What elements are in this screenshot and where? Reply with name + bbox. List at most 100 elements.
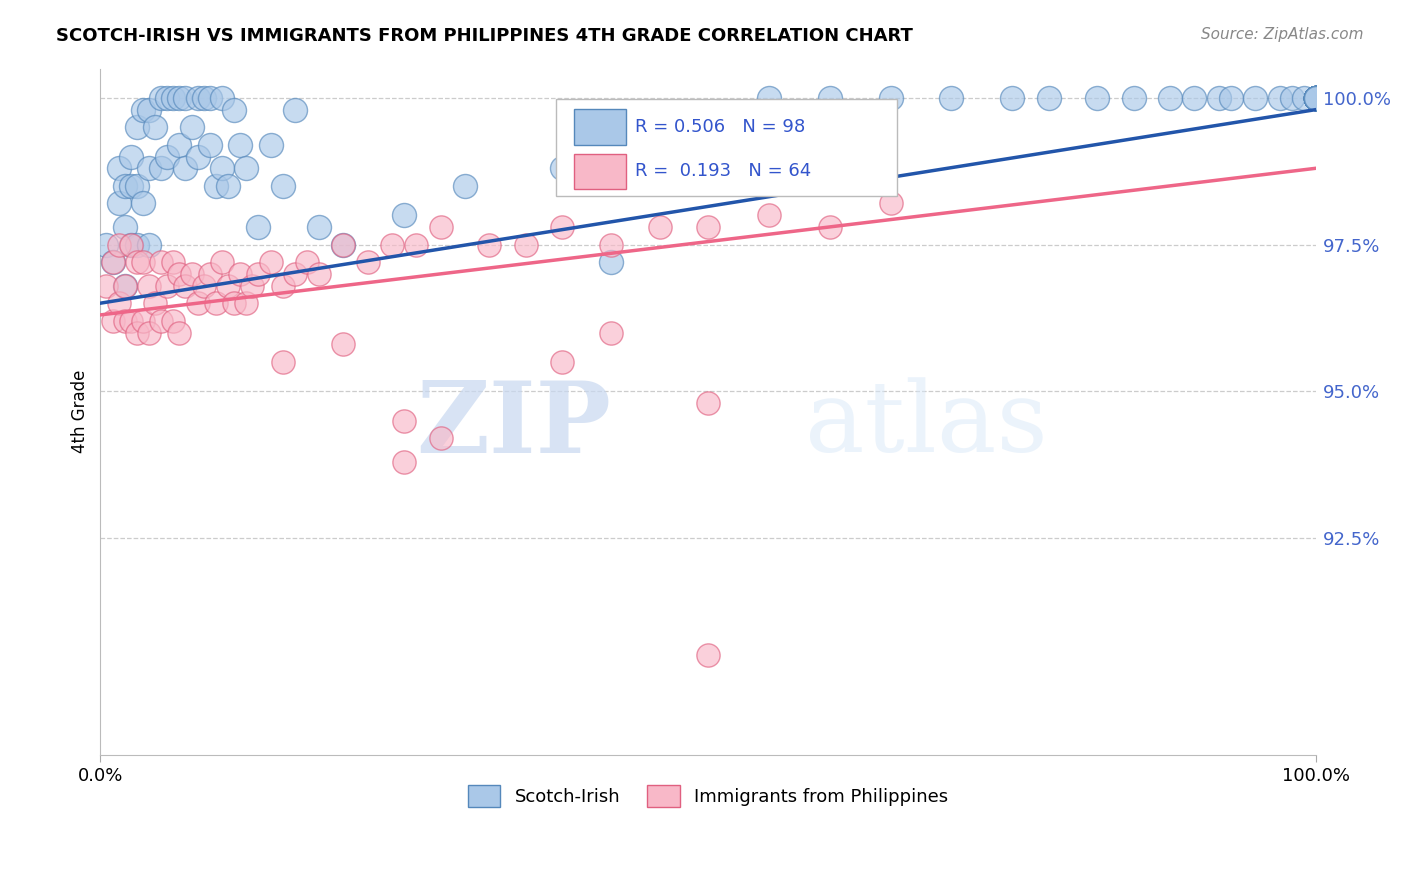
Point: [125, 326, 148, 340]
Text: R = 0.506   N = 98: R = 0.506 N = 98: [636, 118, 806, 136]
Point: [198, 267, 221, 281]
Point: [879, 91, 901, 105]
Point: [1305, 91, 1327, 105]
Point: [1305, 91, 1327, 105]
Point: [132, 314, 155, 328]
Point: [454, 178, 477, 193]
Point: [156, 91, 179, 105]
Point: [1305, 91, 1327, 105]
Legend: Scotch-Irish, Immigrants from Philippines: Scotch-Irish, Immigrants from Philippine…: [461, 778, 956, 814]
Point: [1305, 91, 1327, 105]
Point: [125, 237, 148, 252]
Text: R =  0.193   N = 64: R = 0.193 N = 64: [636, 162, 811, 180]
Point: [143, 120, 166, 135]
Point: [114, 278, 136, 293]
Point: [1305, 91, 1327, 105]
Point: [259, 255, 281, 269]
Point: [648, 219, 671, 234]
Point: [162, 314, 184, 328]
Point: [198, 91, 221, 105]
Point: [107, 237, 129, 252]
Point: [120, 178, 142, 193]
FancyBboxPatch shape: [557, 99, 897, 195]
Point: [125, 120, 148, 135]
Point: [1220, 91, 1243, 105]
Point: [180, 267, 202, 281]
Point: [394, 208, 416, 222]
Point: [229, 267, 252, 281]
Point: [187, 91, 209, 105]
Point: [1122, 91, 1144, 105]
Point: [222, 296, 245, 310]
Point: [259, 137, 281, 152]
Point: [107, 296, 129, 310]
Point: [217, 278, 239, 293]
Point: [1305, 91, 1327, 105]
Point: [120, 237, 142, 252]
Point: [394, 413, 416, 427]
Point: [879, 196, 901, 211]
Point: [1292, 91, 1315, 105]
Point: [138, 237, 160, 252]
Point: [1305, 91, 1327, 105]
Point: [138, 161, 160, 176]
Point: [284, 103, 307, 117]
Point: [114, 278, 136, 293]
Point: [125, 178, 148, 193]
Point: [211, 255, 233, 269]
Point: [101, 255, 124, 269]
Point: [308, 219, 330, 234]
Point: [114, 219, 136, 234]
Point: [125, 255, 148, 269]
Point: [1305, 91, 1327, 105]
Point: [1305, 91, 1327, 105]
Point: [107, 196, 129, 211]
Text: Source: ZipAtlas.com: Source: ZipAtlas.com: [1201, 27, 1364, 42]
Point: [143, 296, 166, 310]
Point: [1038, 91, 1060, 105]
Point: [1305, 91, 1327, 105]
Point: [1184, 91, 1206, 105]
Point: [1085, 91, 1108, 105]
Point: [96, 237, 118, 252]
Point: [1001, 91, 1024, 105]
Point: [101, 255, 124, 269]
Point: [1305, 91, 1327, 105]
Point: [600, 326, 623, 340]
Point: [1305, 91, 1327, 105]
Point: [1159, 91, 1181, 105]
Point: [107, 161, 129, 176]
Point: [1305, 91, 1327, 105]
Point: [1281, 91, 1303, 105]
Point: [198, 137, 221, 152]
Point: [818, 219, 841, 234]
Point: [308, 267, 330, 281]
Point: [284, 267, 307, 281]
Point: [1305, 91, 1327, 105]
Point: [222, 103, 245, 117]
Point: [217, 178, 239, 193]
Point: [271, 178, 294, 193]
Point: [169, 91, 191, 105]
Point: [120, 149, 142, 163]
Point: [150, 255, 173, 269]
Point: [150, 161, 173, 176]
Point: [138, 326, 160, 340]
Point: [697, 396, 720, 410]
Y-axis label: 4th Grade: 4th Grade: [72, 370, 89, 453]
Point: [429, 219, 451, 234]
Point: [758, 91, 780, 105]
Point: [211, 91, 233, 105]
Text: SCOTCH-IRISH VS IMMIGRANTS FROM PHILIPPINES 4TH GRADE CORRELATION CHART: SCOTCH-IRISH VS IMMIGRANTS FROM PHILIPPI…: [56, 27, 912, 45]
Point: [138, 278, 160, 293]
Point: [120, 314, 142, 328]
Point: [357, 255, 380, 269]
Point: [478, 237, 501, 252]
Point: [758, 208, 780, 222]
Point: [229, 137, 252, 152]
Point: [1305, 91, 1327, 105]
Point: [205, 296, 228, 310]
Point: [180, 120, 202, 135]
Point: [193, 91, 215, 105]
Point: [169, 267, 191, 281]
